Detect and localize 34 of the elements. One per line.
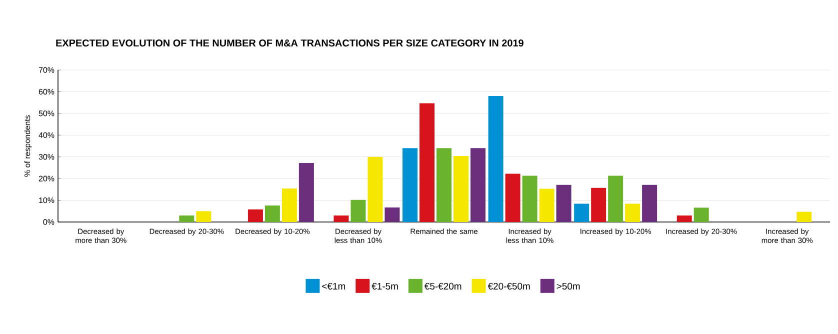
bar	[179, 215, 194, 222]
bar	[196, 211, 212, 222]
bar	[625, 204, 640, 222]
bar	[642, 184, 658, 222]
bar	[282, 188, 297, 222]
legend-label: <€1m	[322, 282, 346, 290]
bar	[402, 148, 418, 222]
bar	[264, 205, 280, 222]
bar	[298, 162, 314, 222]
bar	[420, 103, 435, 222]
bar	[454, 156, 468, 222]
bar	[505, 174, 520, 222]
bar	[368, 156, 383, 222]
legend-label: €5-€20m	[424, 282, 462, 290]
bar	[591, 188, 606, 222]
legend-label: €20-€50m	[488, 282, 530, 290]
legend-label: €1-5m	[372, 282, 398, 290]
bar	[522, 176, 538, 222]
bar	[470, 148, 486, 222]
bar	[574, 204, 590, 222]
bar	[384, 207, 400, 222]
bar	[436, 148, 452, 222]
bar	[539, 188, 554, 222]
bar	[796, 212, 812, 222]
bar	[488, 96, 504, 222]
bar	[248, 209, 263, 222]
bar	[334, 215, 349, 222]
legend-label: >50m	[556, 282, 580, 290]
bar	[350, 200, 366, 222]
bar	[556, 184, 572, 222]
bar	[608, 176, 624, 222]
chart-title: EXPECTED EVOLUTION OF THE NUMBER OF M&A TRANSACTIONS PER SIZE CATEGORY IN 2019	[56, 39, 524, 47]
bar	[676, 215, 692, 222]
bar	[694, 208, 709, 222]
